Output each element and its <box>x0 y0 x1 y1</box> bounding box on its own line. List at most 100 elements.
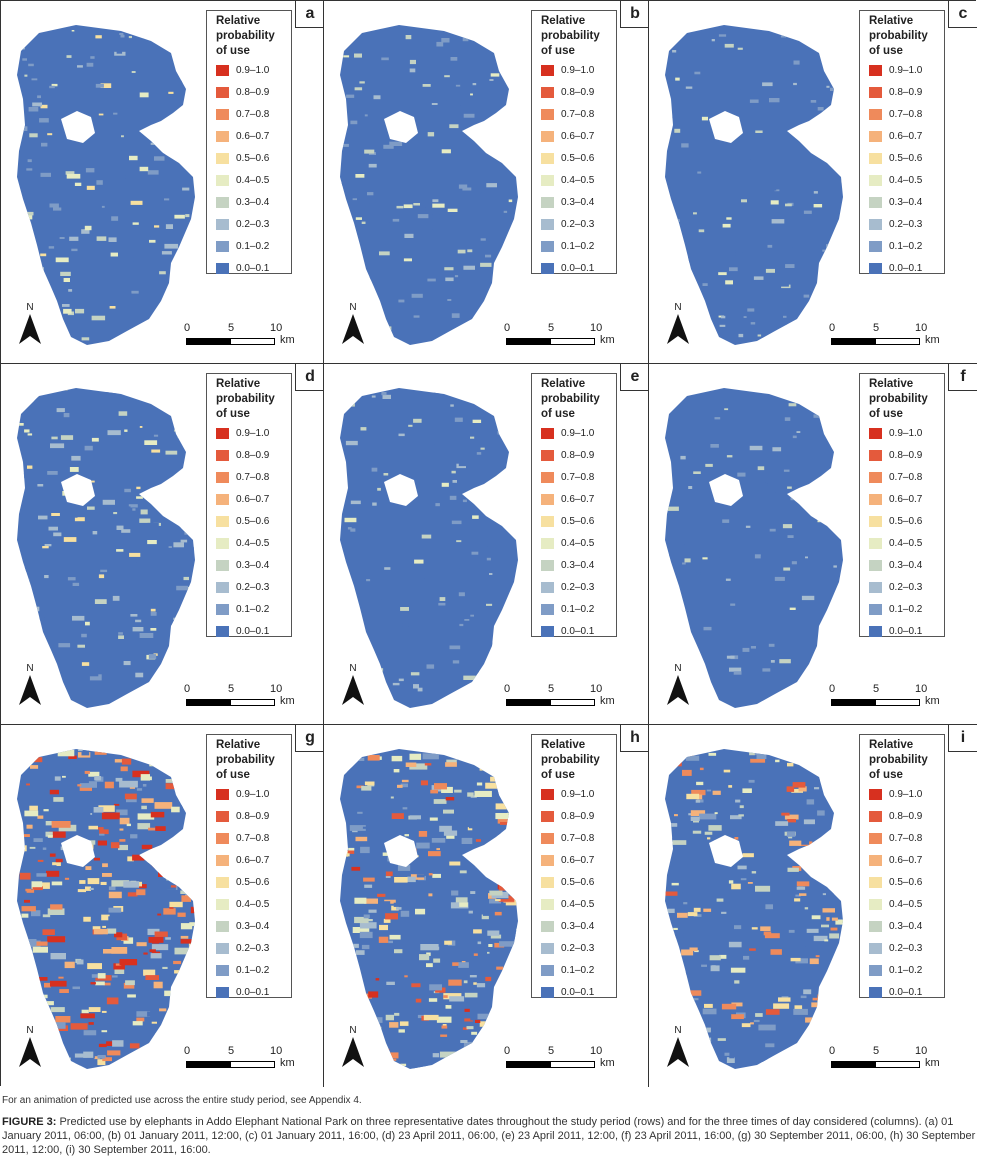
legend-swatch <box>216 471 229 483</box>
legend-row: 0.7–0.8 <box>216 827 291 849</box>
excluded-area <box>709 835 743 867</box>
legend-label: 0.3–0.4 <box>889 559 923 571</box>
legend: Relative probability of use 0.9–1.0 0.8–0.9 0… <box>531 373 617 637</box>
scale-tick: 5 <box>873 683 880 695</box>
scale-bar: 0 5 10 km <box>184 1045 309 1077</box>
scale-tick: 10 <box>270 683 283 695</box>
legend-label: 0.9–1.0 <box>561 788 595 800</box>
legend-swatch <box>216 537 229 549</box>
legend-label: 0.0–0.1 <box>561 625 595 637</box>
legend-swatch <box>541 196 554 208</box>
legend-swatch <box>216 854 229 866</box>
scale-unit: km <box>600 695 615 707</box>
legend-row: 0.1–0.2 <box>216 235 291 257</box>
legend-row: 0.3–0.4 <box>216 191 291 213</box>
legend-swatch <box>216 64 229 76</box>
legend-swatch <box>216 942 229 954</box>
legend-swatch <box>541 832 554 844</box>
legend-row: 0.2–0.3 <box>541 937 616 959</box>
legend-label: 0.8–0.9 <box>236 810 270 822</box>
legend-label: 0.7–0.8 <box>561 471 595 483</box>
scale-tick: 0 <box>829 322 836 334</box>
panel-label-d: d <box>295 364 323 391</box>
legend-swatch <box>216 196 229 208</box>
legend-label: 0.2–0.3 <box>236 942 270 954</box>
legend-swatch <box>869 108 882 120</box>
north-arrow-icon <box>342 314 364 344</box>
scale-tick: 5 <box>228 1045 235 1057</box>
scale-segment <box>186 699 231 706</box>
legend-swatch <box>869 537 882 549</box>
scale-segment <box>875 338 920 345</box>
legend-swatch <box>541 86 554 98</box>
north-arrow: N <box>665 302 691 352</box>
legend-row: 0.7–0.8 <box>216 466 291 488</box>
scale-bar: 0 5 10 km <box>829 322 954 354</box>
legend-swatch <box>869 964 882 976</box>
legend: Relative probability of use 0.9–1.0 0.8–0.9 0… <box>206 734 292 998</box>
legend-row: 0.7–0.8 <box>541 466 616 488</box>
north-arrow-icon <box>667 314 689 344</box>
legend-row: 0.5–0.6 <box>541 510 616 532</box>
legend-swatch <box>541 986 554 998</box>
legend-label: 0.9–1.0 <box>236 427 270 439</box>
legend-row: 0.1–0.2 <box>541 959 616 981</box>
legend-label: 0.7–0.8 <box>889 471 923 483</box>
legend-row: 0.2–0.3 <box>216 213 291 235</box>
legend-row: 0.8–0.9 <box>541 805 616 827</box>
north-arrow: N <box>665 663 691 713</box>
scale-unit: km <box>280 334 295 346</box>
legend-row: 0.2–0.3 <box>869 576 944 598</box>
legend-label: 0.0–0.1 <box>889 625 923 637</box>
legend-label: 0.2–0.3 <box>236 581 270 593</box>
north-label: N <box>349 302 357 313</box>
scale-tick: 0 <box>504 683 511 695</box>
legend-swatch <box>869 854 882 866</box>
map-panel-e: e Relative probability of use 0.9–1.0 0.8–0.9… <box>324 364 649 725</box>
north-arrow-icon <box>19 1037 41 1067</box>
scale-tick: 0 <box>829 1045 836 1057</box>
legend-label: 0.3–0.4 <box>889 920 923 932</box>
caption-text: Predicted use by elephants in Addo Eleph… <box>2 1116 976 1156</box>
legend-swatch <box>541 625 554 637</box>
park-map-i <box>665 749 843 1069</box>
legend-swatch <box>216 240 229 252</box>
north-arrow-icon <box>667 675 689 705</box>
legend-label: 0.3–0.4 <box>561 559 595 571</box>
map-panel-b: b Relative probability of use 0.9–1.0 0.8–0.9… <box>324 1 649 364</box>
legend-swatch <box>216 130 229 142</box>
legend-row: 0.5–0.6 <box>216 510 291 532</box>
legend-label: 0.0–0.1 <box>236 625 270 637</box>
legend-label: 0.0–0.1 <box>561 262 595 274</box>
legend-swatch <box>869 942 882 954</box>
legend: Relative probability of use 0.9–1.0 0.8–0.9 0… <box>531 734 617 998</box>
map-panel-f: f Relative probability of use 0.9–1.0 0.8–0.9… <box>649 364 977 725</box>
legend-row: 0.7–0.8 <box>869 103 944 125</box>
north-arrow-icon <box>19 675 41 705</box>
legend-swatch <box>216 898 229 910</box>
legend-row: 0.6–0.7 <box>541 488 616 510</box>
legend-label: 0.7–0.8 <box>236 471 270 483</box>
legend-row: 0.8–0.9 <box>216 81 291 103</box>
scale-bar: 0 5 10 km <box>829 1045 954 1077</box>
caption-label: FIGURE 3: <box>2 1116 57 1128</box>
figure-caption: FIGURE 3: Predicted use by elephants in … <box>2 1115 978 1157</box>
scale-tick: 10 <box>915 322 928 334</box>
north-label: N <box>674 302 682 313</box>
legend-label: 0.6–0.7 <box>889 854 923 866</box>
legend-swatch <box>869 130 882 142</box>
legend-swatch <box>869 218 882 230</box>
legend-row: 0.6–0.7 <box>869 125 944 147</box>
panel-label-a: a <box>295 1 323 28</box>
scale-segment <box>186 1061 231 1068</box>
north-arrow-icon <box>19 314 41 344</box>
legend-row: 0.8–0.9 <box>869 81 944 103</box>
legend-title: Relative probability of use <box>869 378 928 420</box>
map-panel-g: g Relative probability of use 0.9–1.0 0.8–0.9… <box>1 725 324 1087</box>
legend-swatch <box>541 788 554 800</box>
legend-label: 0.7–0.8 <box>236 832 270 844</box>
scale-tick: 10 <box>915 683 928 695</box>
legend-row: 0.1–0.2 <box>541 235 616 257</box>
north-label: N <box>349 1025 357 1036</box>
legend-row: 0.2–0.3 <box>869 937 944 959</box>
